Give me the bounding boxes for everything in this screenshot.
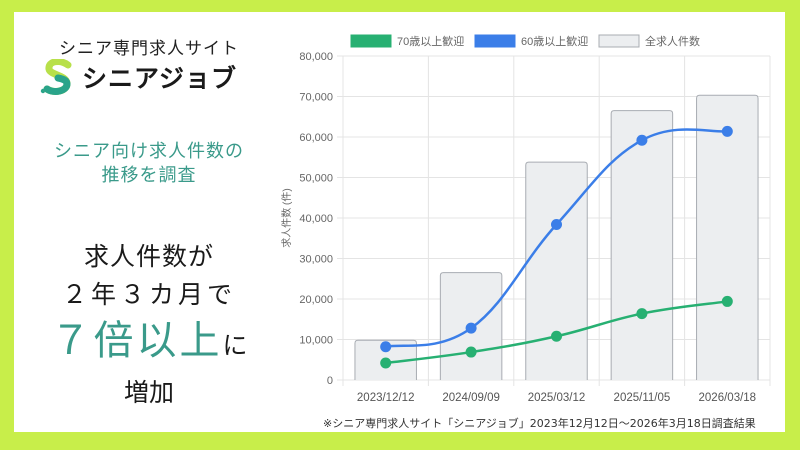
x-tick-label: 2026/03/18	[699, 392, 757, 404]
data-point	[380, 341, 392, 353]
legend-swatch[interactable]	[350, 34, 392, 48]
bar-total-jobs	[525, 161, 588, 380]
data-point	[721, 295, 733, 307]
bar-total-jobs	[696, 94, 759, 380]
legend-label[interactable]: 60歳以上歓迎	[521, 34, 588, 48]
subtitle: シニア向け求人件数の 推移を調査	[14, 140, 284, 188]
y-tick-label: 60,000	[299, 132, 333, 144]
legend-swatch[interactable]	[474, 34, 516, 48]
data-point	[636, 134, 648, 146]
brand-tagline: シニア専門求人サイト	[59, 39, 239, 59]
x-tick-label: 2024/09/09	[442, 392, 500, 404]
headline-emphasis: ７倍以上	[50, 318, 223, 364]
data-point	[380, 357, 392, 369]
legend-swatch[interactable]	[598, 34, 640, 48]
y-tick-label: 20,000	[299, 294, 333, 306]
data-point	[465, 346, 477, 358]
subtitle-line-2: 推移を調査	[101, 165, 197, 186]
data-point	[551, 330, 562, 342]
footnote: ※シニア専門求人サイト「シニアジョブ」2023年12月12日～2026年3月18…	[323, 417, 756, 430]
brand-logo: シニアジョブ	[40, 57, 237, 97]
headline-line-4: 増加	[123, 378, 174, 407]
brand-name: シニアジョブ	[82, 64, 238, 93]
x-tick-label: 2023/12/12	[357, 392, 415, 404]
data-point	[721, 125, 733, 137]
data-point	[465, 322, 477, 334]
y-tick-label: 80,000	[299, 51, 333, 63]
subtitle-line-1: シニア向け求人件数の	[54, 141, 244, 162]
y-tick-label: 70,000	[299, 92, 333, 104]
headline-line-3: ７倍以上に	[14, 314, 284, 376]
headline-line-1: 求人件数が	[83, 242, 214, 271]
headline: 求人件数が ２年３カ月で ７倍以上に 増加	[14, 238, 284, 410]
y-tick-label: 0	[327, 375, 333, 387]
job-count-chart: 0 10,000 20,000 30,000 40,000 50,000 60,000 70,…	[280, 34, 771, 404]
y-tick-label: 10,000	[299, 335, 333, 347]
legend-label[interactable]: 全求人件数	[645, 34, 700, 48]
x-tick-label: 2025/11/05	[614, 392, 671, 404]
data-point	[636, 308, 648, 320]
left-panel: シニア専門求人サイト シニアジョブ シニア向け求人件数の 推移を調査 求人件数が…	[14, 12, 284, 432]
headline-line-2: ２年３カ月で	[61, 280, 236, 309]
y-tick-label: 50,000	[299, 173, 333, 185]
y-tick-label: 30,000	[299, 254, 333, 266]
y-tick-label: 40,000	[299, 213, 333, 225]
headline-suffix: に	[222, 331, 248, 360]
infographic-card: シニア専門求人サイト シニアジョブ シニア向け求人件数の 推移を調査 求人件数が…	[14, 12, 785, 432]
logo-s-icon	[40, 58, 76, 95]
bar-total-jobs	[610, 110, 674, 380]
y-axis-title: 求人件数 (件)	[280, 188, 293, 247]
x-tick-label: 2025/03/12	[528, 392, 586, 404]
data-point	[551, 218, 562, 230]
legend-label[interactable]: 70歳以上歓迎	[397, 34, 464, 48]
